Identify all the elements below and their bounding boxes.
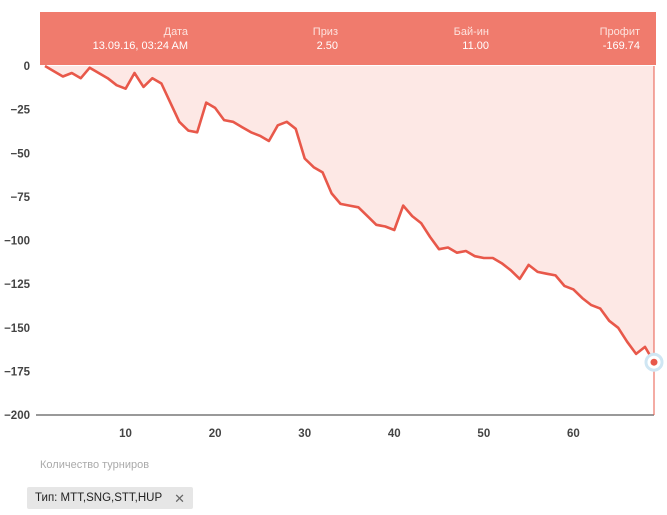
y-tick-label: −100 xyxy=(4,236,30,248)
x-tick-label: 30 xyxy=(298,428,311,440)
profit-chart[interactable]: 0 −25 −50 −75 −100 −125 −150 −175 −200 10 20 30 40 5… xyxy=(0,0,667,460)
x-axis-ticks: 10 20 30 40 50 60 xyxy=(119,428,580,440)
tooltip-profit-value: -169.74 xyxy=(603,40,640,52)
profit-area-fill xyxy=(45,66,654,363)
y-axis-ticks: 0 −25 −50 −75 −100 −125 −150 −175 −200 xyxy=(4,61,31,422)
tooltip-buyin-label: Бай-ин xyxy=(454,26,489,38)
tooltip: Дата 13.09.16, 03:24 AM Приз 2.50 Бай-ин… xyxy=(40,12,656,65)
y-tick-label: −125 xyxy=(4,279,31,291)
tooltip-date-label: Дата xyxy=(164,26,189,38)
filter-chip-label: Тип: MTT,SNG,STT,HUP xyxy=(35,492,163,504)
filter-chip[interactable]: Тип: MTT,SNG,STT,HUP ✕ xyxy=(27,487,194,509)
y-tick-label: −175 xyxy=(4,366,31,378)
y-tick-label: −75 xyxy=(10,192,30,204)
hover-point-marker[interactable] xyxy=(650,358,658,366)
profit-series-line xyxy=(44,64,656,363)
close-icon[interactable]: ✕ xyxy=(174,490,186,506)
x-tick-label: 60 xyxy=(567,428,580,440)
tooltip-prize-label: Приз xyxy=(313,26,338,38)
y-tick-label: 0 xyxy=(24,61,30,73)
x-tick-label: 50 xyxy=(477,428,490,440)
x-tick-label: 10 xyxy=(119,428,132,440)
tooltip-prize-value: 2.50 xyxy=(317,40,338,52)
y-tick-label: −50 xyxy=(10,148,30,160)
tooltip-background xyxy=(40,12,656,65)
tooltip-date-value: 13.09.16, 03:24 AM xyxy=(93,40,188,52)
x-tick-label: 40 xyxy=(388,428,401,440)
x-axis-title: Количество турниров xyxy=(40,459,150,471)
tooltip-buyin-value: 11.00 xyxy=(462,40,489,52)
y-tick-label: −150 xyxy=(4,323,30,335)
y-tick-label: −25 xyxy=(10,105,30,117)
x-tick-label: 20 xyxy=(209,428,222,440)
tooltip-profit-label: Профит xyxy=(600,26,640,38)
y-tick-label: −200 xyxy=(4,410,30,422)
